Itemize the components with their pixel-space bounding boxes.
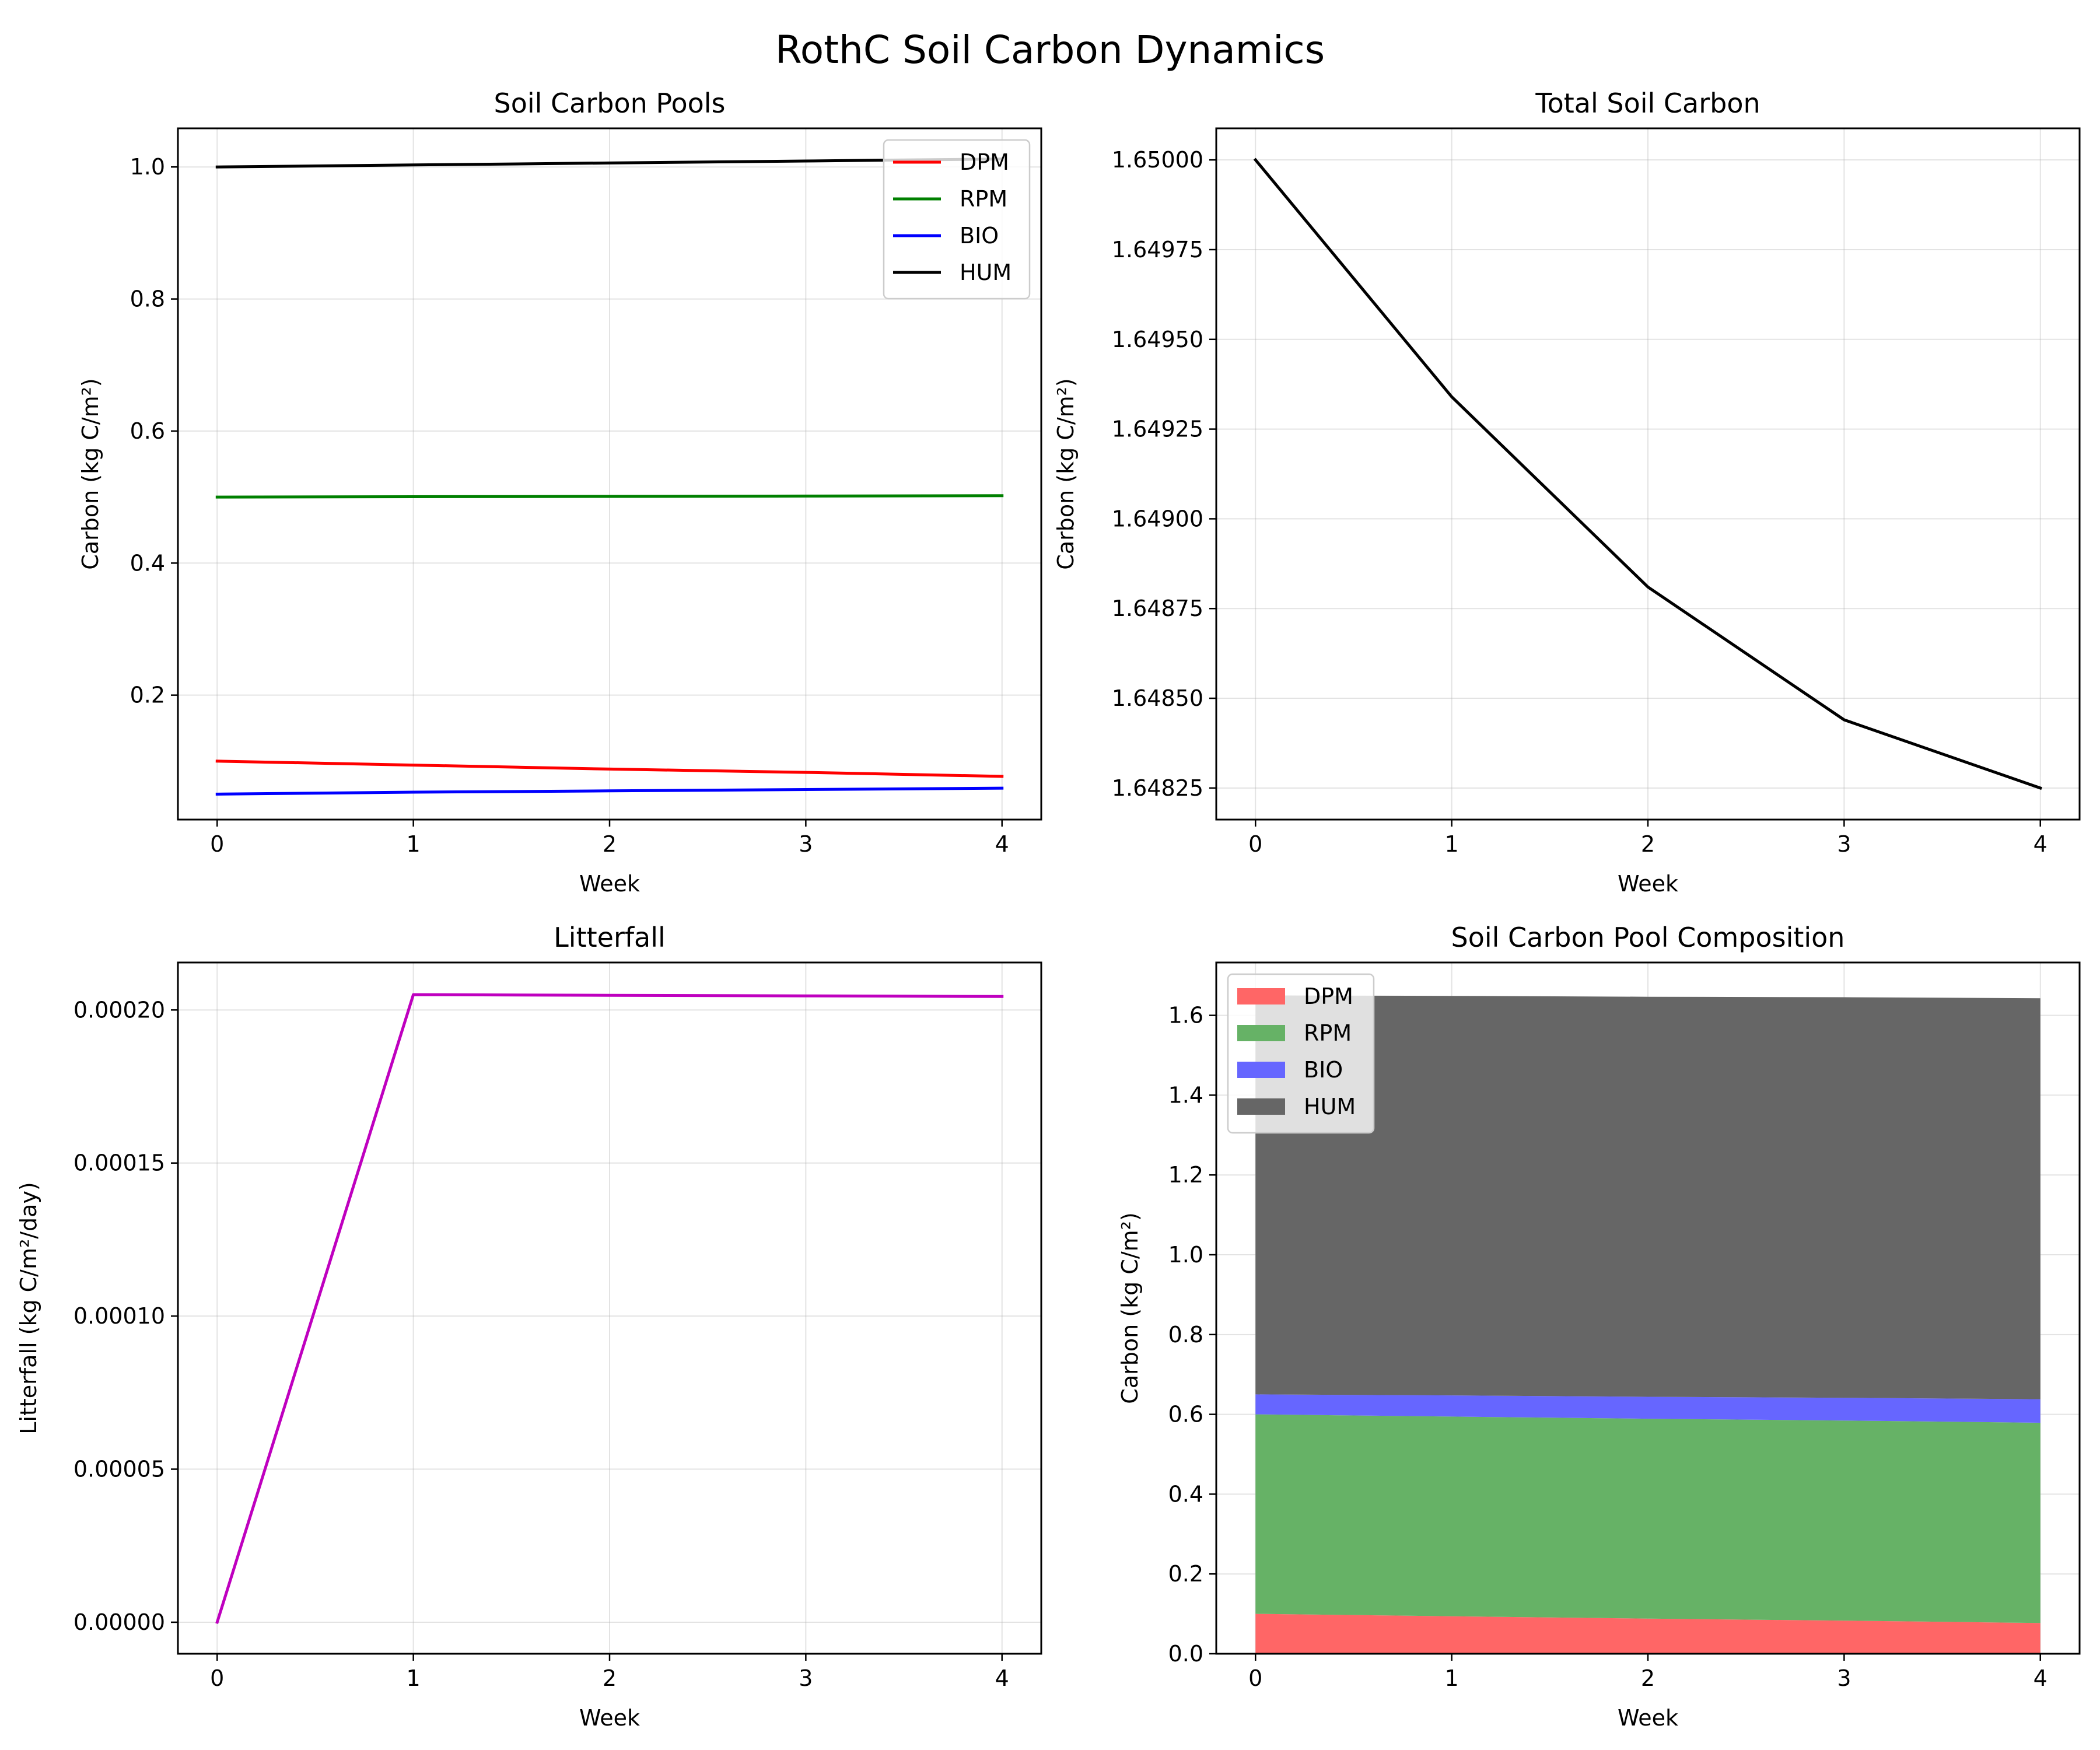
y-axis-label: Carbon (kg C/m²)	[78, 378, 103, 569]
y-tick-label: 0.6	[1168, 1402, 1203, 1427]
y-tick-label: 1.0	[130, 154, 165, 180]
y-tick-label: 0.0	[1168, 1641, 1203, 1667]
y-tick-label: 1.0	[1168, 1242, 1203, 1268]
y-tick-label: 1.65000	[1112, 147, 1203, 173]
legend-label-rpm: RPM	[1304, 1020, 1352, 1046]
y-tick-label: 1.6	[1168, 1003, 1203, 1028]
y-tick-label: 0.2	[130, 682, 165, 708]
y-tick-label: 0.4	[1168, 1481, 1203, 1507]
plot-area	[178, 963, 1041, 1654]
chart-title: Total Soil Carbon	[1535, 88, 1760, 119]
plot-area	[1216, 128, 2080, 820]
x-tick-label: 0	[1248, 1665, 1262, 1691]
y-tick-label: 0.4	[130, 550, 165, 576]
legend-label-dpm: DPM	[1304, 984, 1353, 1009]
soil-carbon-pools-chart: 0 1 2 3 4 0.2 0.4 0.6 0.8 1.0 Soil Carbon Pools Wee…	[78, 88, 1042, 897]
y-tick-label: 1.64825	[1112, 775, 1203, 801]
y-tick-label: 1.64900	[1112, 506, 1203, 531]
legend: DPM RPM BIO HUM	[1227, 973, 1375, 1134]
y-tick-label: 0.2	[1168, 1561, 1203, 1587]
x-tick-label: 4	[995, 831, 1009, 857]
x-tick-label: 2	[603, 1665, 617, 1691]
chart-title: Soil Carbon Pool Composition	[1451, 922, 1845, 953]
x-tick-label: 0	[210, 831, 224, 857]
y-tick-label: 0.00000	[74, 1609, 165, 1635]
legend-label-hum: HUM	[1304, 1094, 1356, 1119]
legend-label-hum: HUM	[960, 260, 1012, 285]
x-axis-label: Week	[579, 871, 640, 897]
x-tick-label: 1	[1445, 831, 1459, 857]
x-tick-label: 2	[1641, 1665, 1655, 1691]
x-tick-label: 4	[2034, 831, 2048, 857]
x-tick-label: 3	[1837, 831, 1851, 857]
y-axis-label: Litterfall (kg C/m²/day)	[16, 1182, 41, 1434]
x-tick-label: 2	[603, 831, 617, 857]
x-axis-label: Week	[579, 1705, 640, 1731]
y-tick-label: 0.8	[1168, 1322, 1203, 1348]
x-tick-label: 2	[1641, 831, 1655, 857]
chart-title: Litterfall	[554, 922, 666, 953]
litterfall-chart: 0 1 2 3 4 0.00000 0.00005 0.00010 0.00015 0.00020…	[16, 922, 1042, 1731]
legend-label-dpm: DPM	[960, 149, 1009, 175]
y-tick-label: 1.64950	[1112, 327, 1203, 352]
y-tick-label: 0.00010	[74, 1303, 165, 1329]
x-tick-label: 3	[799, 1665, 813, 1691]
total-soil-carbon-chart: 0 1 2 3 4 1.64825 1.64850 1.64875 1.64900 1.64925…	[1053, 88, 2081, 897]
y-tick-label: 1.2	[1168, 1162, 1203, 1188]
legend-box	[1227, 973, 1375, 1134]
y-axis-label: Carbon (kg C/m²)	[1053, 378, 1079, 569]
line-series-0	[1253, 158, 2042, 790]
x-tick-label: 4	[995, 1665, 1009, 1691]
legend: DPM RPM BIO HUM	[883, 139, 1031, 300]
line-bio	[215, 786, 1004, 796]
legend-label-rpm: RPM	[960, 186, 1007, 212]
x-tick-label: 3	[799, 831, 813, 857]
area-bio	[1255, 1394, 2041, 1423]
y-axis-label: Carbon (kg C/m²)	[1117, 1212, 1143, 1404]
legend-swatch-hum	[1237, 1098, 1285, 1115]
y-tick-label: 0.00020	[74, 997, 165, 1023]
line-rpm	[215, 494, 1004, 499]
x-tick-label: 0	[210, 1665, 224, 1691]
x-tick-label: 1	[407, 831, 421, 857]
y-tick-label: 1.64850	[1112, 685, 1203, 711]
area-hum	[1255, 995, 2041, 1399]
legend-swatch-dpm	[1237, 988, 1285, 1005]
y-tick-label: 0.00015	[74, 1150, 165, 1176]
area-dpm	[1255, 1614, 2041, 1654]
legend-swatch-rpm	[1237, 1025, 1285, 1041]
line-hum	[215, 158, 1004, 169]
y-tick-label: 1.64875	[1112, 596, 1203, 621]
legend-swatch-bio	[1237, 1062, 1285, 1078]
x-axis-label: Week	[1618, 1705, 1678, 1731]
area-rpm	[1255, 1414, 2041, 1623]
legend-label-bio: BIO	[1304, 1057, 1343, 1083]
line-dpm	[215, 760, 1004, 778]
x-axis-label: Week	[1618, 871, 1678, 897]
y-tick-label: 1.64925	[1112, 416, 1203, 442]
y-tick-label: 0.00005	[74, 1457, 165, 1482]
x-tick-label: 0	[1248, 831, 1262, 857]
line-series-0	[215, 993, 1004, 1625]
y-tick-label: 1.64975	[1112, 237, 1203, 262]
pool-composition-chart: 0 1 2 3 4 0.0 0.2 0.4 0.6 0.8 1.0 1.2 1.4 1.6 Soil Car…	[1117, 922, 2081, 1731]
chart-title: Soil Carbon Pools	[494, 88, 726, 119]
y-tick-label: 0.8	[130, 286, 165, 312]
x-tick-label: 3	[1837, 1665, 1851, 1691]
x-tick-label: 1	[407, 1665, 421, 1691]
legend-label-bio: BIO	[960, 223, 999, 249]
figure-title: RothC Soil Carbon Dynamics	[775, 27, 1325, 72]
x-tick-label: 1	[1445, 1665, 1459, 1691]
y-tick-label: 0.6	[130, 418, 165, 444]
x-tick-label: 4	[2034, 1665, 2048, 1691]
y-tick-label: 1.4	[1168, 1082, 1203, 1108]
legend-box	[883, 139, 1031, 300]
